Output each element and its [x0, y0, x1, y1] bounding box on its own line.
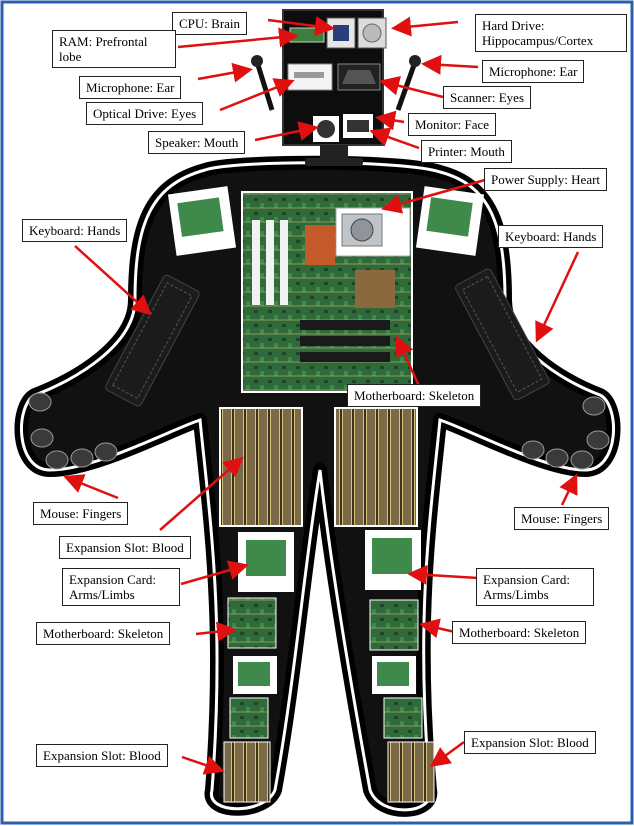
label-speaker: Speaker: Mouth — [148, 131, 246, 154]
motherboard-icon — [227, 597, 277, 649]
label-power-supply: Power Supply: Heart — [484, 168, 608, 191]
label-cpu: CPU: Brain — [172, 12, 248, 35]
pointer-arrows — [63, 16, 580, 775]
label-motherboard-right-leg: Motherboard: Skeleton — [452, 621, 587, 644]
mouse-icon — [521, 396, 610, 470]
label-motherboard-left-leg: Motherboard: Skeleton — [36, 622, 171, 645]
label-microphone-left: Microphone: Ear — [79, 76, 182, 99]
label-expansion-card-left: Expansion Card: Arms/Limbs — [62, 568, 180, 606]
keyboard-icon — [455, 268, 550, 401]
expansion-slot-icon — [387, 741, 435, 803]
expansion-slot-icon — [334, 407, 418, 527]
ram-icon — [289, 27, 325, 43]
label-expansion-slot-left-foot: Expansion Slot: Blood — [36, 744, 168, 767]
label-scanner: Scanner: Eyes — [443, 86, 532, 109]
expansion-slot-icon — [223, 741, 271, 803]
label-optical-drive: Optical Drive: Eyes — [86, 102, 204, 125]
label-expansion-card-right: Expansion Card: Arms/Limbs — [476, 568, 594, 606]
label-monitor: Monitor: Face — [408, 113, 497, 136]
label-motherboard-torso: Motherboard: Skeleton — [347, 384, 482, 407]
label-expansion-slot-mid: Expansion Slot: Blood — [59, 536, 191, 559]
keyboard-icon — [105, 274, 200, 407]
label-mouse-right: Mouse: Fingers — [514, 507, 610, 530]
label-hard-drive: Hard Drive: Hippocampus/Cortex — [475, 14, 627, 52]
label-mouse-left: Mouse: Fingers — [33, 502, 129, 525]
label-microphone-right: Microphone: Ear — [482, 60, 585, 83]
label-ram: RAM: Prefrontal lobe — [52, 30, 176, 68]
motherboard-icon — [369, 599, 419, 651]
label-printer: Printer: Mouth — [421, 140, 512, 163]
microphone-icon — [251, 55, 275, 111]
label-keyboard-right: Keyboard: Hands — [498, 225, 604, 248]
motherboard-icon — [383, 697, 423, 739]
motherboard-icon — [229, 697, 269, 739]
label-keyboard-left: Keyboard: Hands — [22, 219, 128, 242]
microphone-icon — [395, 55, 421, 111]
mouse-icon — [28, 392, 118, 470]
label-expansion-slot-right-foot: Expansion Slot: Blood — [464, 731, 596, 754]
